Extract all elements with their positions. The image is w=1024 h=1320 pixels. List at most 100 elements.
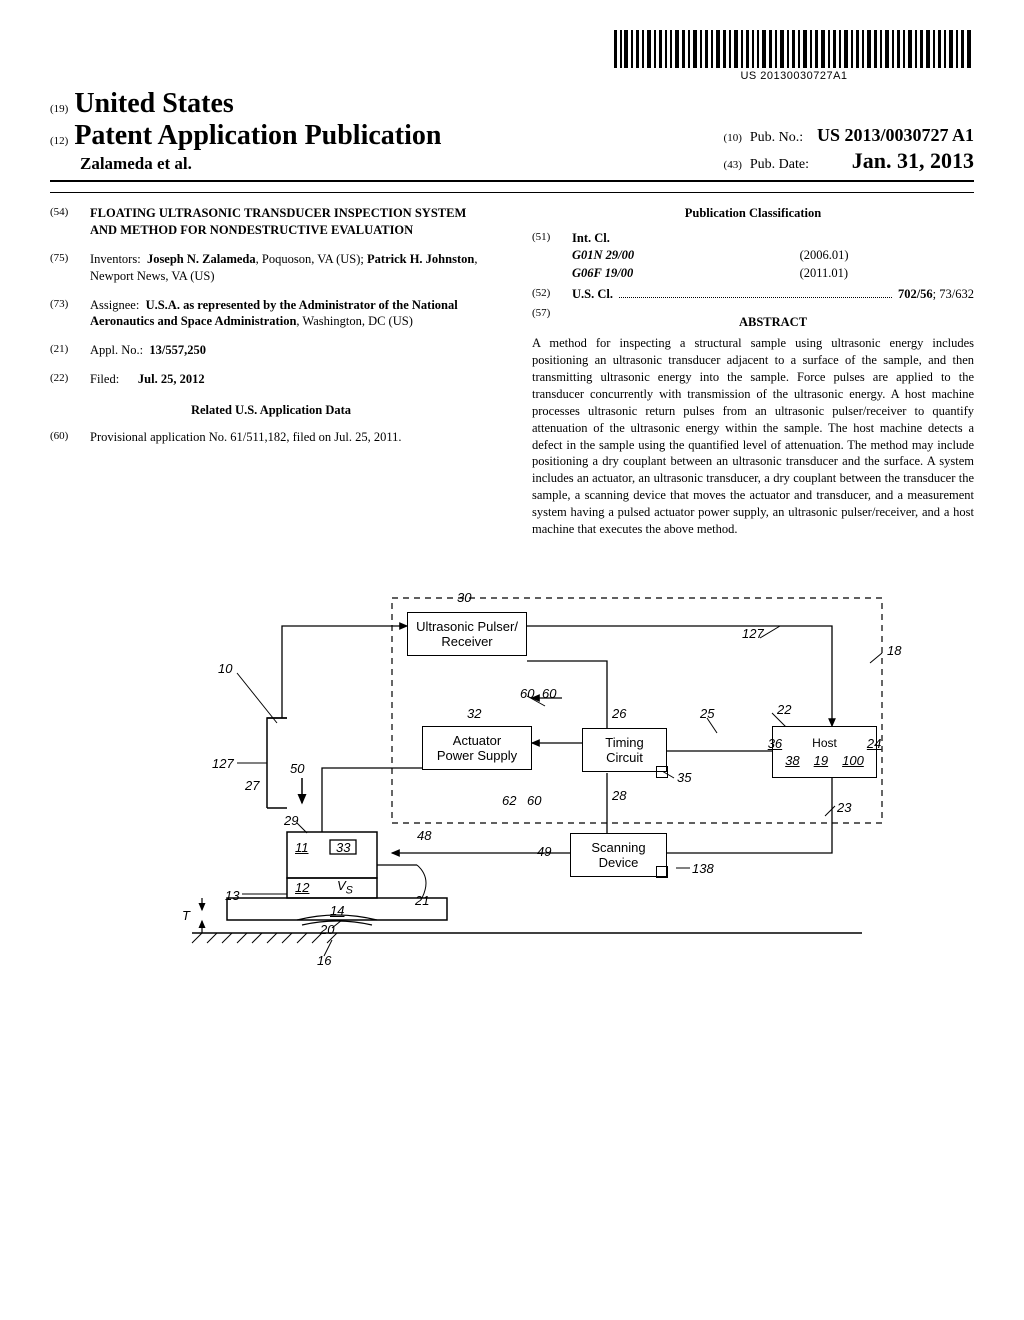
lbl-14: 14	[330, 903, 344, 918]
figure: Ultrasonic Pulser/ Receiver Actuator Pow…	[132, 568, 892, 988]
lbl-50: 50	[290, 761, 304, 776]
lbl-26: 26	[612, 706, 626, 721]
col-left: (54) FLOATING ULTRASONIC TRANSDUCER INSP…	[50, 205, 492, 538]
code-43: (43)	[724, 159, 742, 171]
lbl-48: 48	[417, 828, 431, 843]
lbl-138: 138	[692, 861, 714, 876]
field-73: (73) Assignee: U.S.A. as represented by …	[50, 297, 492, 331]
lbl-16: 16	[317, 953, 331, 968]
inventors-label: Inventors:	[90, 252, 141, 266]
dots	[619, 297, 892, 298]
sq-35	[656, 766, 668, 778]
figure-wrap: Ultrasonic Pulser/ Receiver Actuator Pow…	[50, 568, 974, 988]
lbl-13: 13	[225, 888, 239, 903]
box-aps: Actuator Power Supply	[422, 726, 532, 770]
box-timing: Timing Circuit	[582, 728, 667, 772]
intcl-row: G01N 29/00	[572, 247, 760, 264]
lbl-12: 12	[295, 880, 309, 895]
code-12: (12)	[50, 135, 68, 147]
intcl-date: (2011.01)	[800, 265, 974, 282]
box-scan-label: Scanning Device	[591, 840, 645, 870]
uscl-line: U.S. Cl. 702/56; 73/632	[572, 286, 974, 303]
box-pulser-label: Ultrasonic Pulser/ Receiver	[416, 619, 518, 649]
uscl-value: 702/56; 73/632	[898, 286, 974, 303]
related-head: Related U.S. Application Data	[50, 402, 492, 419]
lbl-36: 36	[768, 736, 782, 751]
filed-text: Filed: Jul. 25, 2012	[90, 371, 492, 388]
field-21: (21) Appl. No.: 13/557,250	[50, 342, 492, 359]
lbl-10: 10	[218, 661, 232, 676]
barcode-text: US 20130030727A1	[614, 70, 974, 82]
lbl-62: 62	[502, 793, 516, 808]
field-75: (75) Inventors: Joseph N. Zalameda, Poqu…	[50, 251, 492, 285]
box-aps-label: Actuator Power Supply	[437, 733, 517, 763]
lbl-20: 20	[320, 922, 334, 937]
code-21: (21)	[50, 342, 80, 359]
provisional-text: Provisional application No. 61/511,182, …	[90, 429, 492, 446]
filed-label: Filed:	[90, 372, 119, 386]
lbl-127: 127	[212, 756, 234, 771]
code-19: (19)	[50, 103, 68, 115]
code-10: (10)	[724, 132, 742, 144]
pubclass-head: Publication Classification	[532, 205, 974, 222]
code-57: (57)	[532, 306, 562, 335]
box-timing-label: Timing Circuit	[605, 735, 644, 765]
lbl-vs: VS	[337, 878, 353, 897]
lbl-29: 29	[284, 813, 298, 828]
sq-138	[656, 866, 668, 878]
lbl-25: 25	[700, 706, 714, 721]
lbl-60: 60	[527, 793, 541, 808]
lbl-100: 100	[842, 753, 864, 768]
lbl-33: 33	[336, 840, 350, 855]
header-row: (19) United States (12) Patent Applicati…	[50, 88, 974, 174]
applno-label: Appl. No.:	[90, 343, 143, 357]
code-75: (75)	[50, 251, 80, 285]
lbl-11: 11	[295, 840, 309, 855]
lbl-23: 23	[837, 800, 851, 815]
intcl-row: G06F 19/00	[572, 265, 760, 282]
field-52: (52) U.S. Cl. 702/56; 73/632	[532, 286, 974, 303]
rule-thick	[50, 180, 974, 182]
uscl-label: U.S. Cl.	[572, 286, 613, 303]
lbl-38: 38	[785, 753, 799, 768]
pubdate-label: Pub. Date:	[750, 157, 809, 173]
lbl-60: 60	[542, 686, 556, 701]
title-text: FLOATING ULTRASONIC TRANSDUCER INSPECTIO…	[90, 205, 492, 239]
pub-type: Patent Application Publication	[74, 120, 441, 152]
field-54: (54) FLOATING ULTRASONIC TRANSDUCER INSP…	[50, 205, 492, 239]
lbl-22: 22	[777, 702, 791, 717]
biblio-columns: (54) FLOATING ULTRASONIC TRANSDUCER INSP…	[50, 205, 974, 538]
authors-line: Zalameda et al.	[80, 154, 441, 174]
box-host: 36 Host 24 38 19 100	[772, 726, 877, 778]
code-73: (73)	[50, 297, 80, 331]
col-right: Publication Classification (51) Int. Cl.…	[532, 205, 974, 538]
field-22: (22) Filed: Jul. 25, 2012	[50, 371, 492, 388]
lbl-21: 21	[415, 893, 429, 908]
barcode-area: US 20130030727A1	[50, 30, 974, 84]
country: United States	[74, 88, 233, 120]
field-57: (57) ABSTRACT	[532, 306, 974, 335]
box-pulser: Ultrasonic Pulser/ Receiver	[407, 612, 527, 656]
inventors-text: Inventors: Joseph N. Zalameda, Poquoson,…	[90, 251, 492, 285]
lbl-T: T	[182, 908, 190, 923]
field-60: (60) Provisional application No. 61/511,…	[50, 429, 492, 446]
rule-thin	[50, 192, 974, 193]
assignee-label: Assignee:	[90, 298, 139, 312]
lbl-127: 127	[742, 626, 764, 641]
lbl-35: 35	[677, 770, 691, 785]
filed-value: Jul. 25, 2012	[138, 372, 205, 386]
intcl-date: (2006.01)	[800, 247, 974, 264]
code-22: (22)	[50, 371, 80, 388]
lbl-32: 32	[467, 706, 481, 721]
code-51: (51)	[532, 230, 562, 282]
barcode: US 20130030727A1	[614, 30, 974, 82]
code-54: (54)	[50, 205, 80, 239]
lbl-24: 24	[867, 736, 881, 751]
box-scan: Scanning Device	[570, 833, 667, 877]
box-host-label: Host	[812, 736, 837, 751]
assignee-text: Assignee: U.S.A. as represented by the A…	[90, 297, 492, 331]
lbl-49: 49	[537, 844, 551, 859]
applno-value: 13/557,250	[149, 343, 206, 357]
applno-text: Appl. No.: 13/557,250	[90, 342, 492, 359]
lbl-30: 30	[457, 590, 471, 605]
